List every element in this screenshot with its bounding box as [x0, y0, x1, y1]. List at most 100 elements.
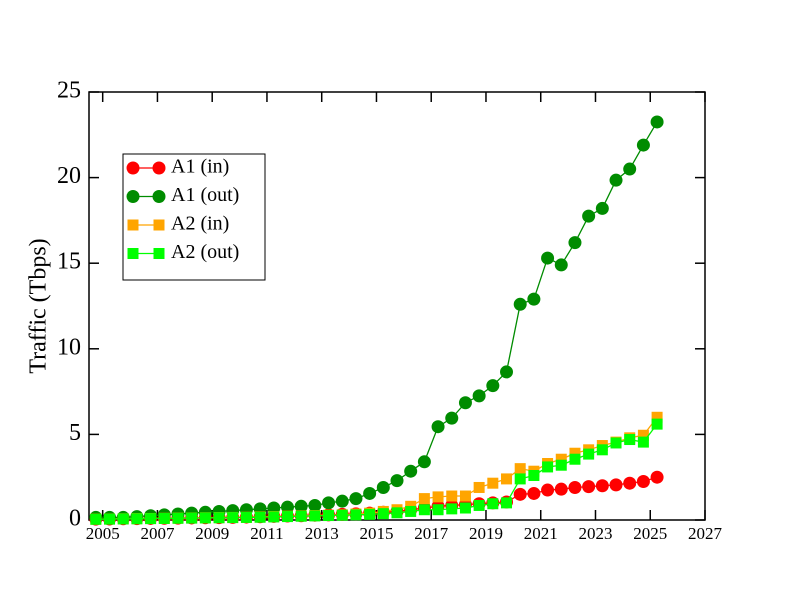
data-point: [335, 494, 349, 508]
data-point: [623, 162, 637, 176]
data-point: [473, 481, 485, 493]
y-tick-label: 5: [69, 420, 81, 446]
x-tick-label: 2015: [359, 524, 393, 543]
legend-marker: [153, 219, 165, 231]
y-tick-label: 0: [69, 506, 81, 532]
data-point: [158, 512, 170, 524]
data-point: [473, 499, 485, 511]
data-point: [376, 480, 390, 494]
data-point: [582, 209, 596, 223]
y-tick-label: 20: [57, 163, 81, 189]
legend-marker: [153, 248, 165, 259]
data-point: [501, 497, 513, 509]
data-point: [568, 236, 582, 250]
data-point: [650, 470, 664, 484]
data-point: [390, 474, 404, 488]
data-point: [595, 201, 609, 215]
data-point: [555, 453, 567, 465]
x-tick-label: 2013: [305, 524, 339, 543]
data-point: [309, 510, 321, 522]
data-point: [186, 512, 198, 524]
data-point: [651, 411, 663, 423]
data-point: [418, 493, 430, 505]
data-point: [280, 500, 294, 514]
x-tick-label: 2021: [524, 524, 558, 543]
plot-frame: [88, 91, 706, 521]
data-point: [568, 480, 582, 494]
data-point: [569, 453, 581, 465]
data-point: [349, 492, 363, 506]
data-point: [445, 411, 459, 425]
series-line: [95, 423, 658, 520]
data-point: [446, 490, 458, 502]
data-point: [418, 504, 430, 516]
y-tick-label: 25: [57, 78, 81, 104]
data-point: [514, 463, 526, 475]
data-point: [554, 482, 568, 496]
data-point: [541, 251, 555, 265]
legend-marker: [126, 161, 140, 175]
data-point: [377, 508, 389, 520]
data-point: [501, 473, 513, 485]
data-point: [527, 292, 541, 306]
data-point: [431, 420, 445, 434]
legend-label: A1 (in): [171, 156, 229, 178]
x-tick-label: 2023: [578, 524, 612, 543]
y-axis-label: Traffic (Tbps): [26, 238, 52, 373]
data-point: [322, 496, 336, 510]
data-point: [542, 461, 554, 473]
data-point: [472, 389, 486, 403]
data-point: [131, 513, 143, 525]
data-point: [610, 437, 622, 449]
data-point: [172, 512, 184, 524]
data-point: [405, 505, 417, 517]
data-point: [364, 508, 376, 520]
data-point: [595, 479, 609, 493]
data-point: [527, 486, 541, 500]
data-point: [650, 115, 664, 129]
legend-marker: [127, 248, 139, 259]
y-tick-label: 10: [57, 334, 81, 360]
data-point: [636, 474, 650, 488]
y-tick-label: 15: [57, 249, 81, 275]
x-tick-label: 2009: [195, 524, 229, 543]
data-point: [363, 486, 377, 500]
data-point: [294, 499, 308, 513]
data-point: [486, 379, 500, 393]
data-point: [281, 511, 293, 523]
data-point: [350, 509, 362, 521]
x-tick-label: 2025: [633, 524, 667, 543]
data-point: [145, 513, 157, 525]
data-point: [323, 510, 335, 522]
data-point: [227, 512, 239, 524]
data-point: [514, 473, 526, 485]
data-point: [541, 483, 555, 497]
x-tick-label: 2007: [140, 524, 175, 543]
legend-label: A2 (out): [171, 241, 239, 263]
data-point: [432, 491, 444, 503]
data-point: [555, 459, 567, 471]
x-tick-label: 2027: [688, 524, 723, 543]
data-point: [500, 365, 514, 379]
data-point: [254, 511, 266, 523]
data-point: [487, 498, 499, 510]
data-point: [582, 480, 596, 494]
data-point: [637, 436, 649, 448]
data-point: [513, 487, 527, 501]
data-point: [513, 297, 527, 311]
legend-box: [122, 153, 266, 281]
data-point: [117, 513, 129, 525]
data-point: [624, 434, 636, 446]
x-tick-label: 2017: [414, 524, 449, 543]
data-point: [623, 476, 637, 490]
data-point: [308, 498, 322, 512]
legend-marker: [152, 190, 166, 203]
data-point: [459, 490, 471, 502]
data-point: [569, 447, 581, 459]
data-point: [213, 512, 225, 524]
x-tick-label: 2011: [250, 524, 283, 543]
data-point: [528, 469, 540, 481]
legend-marker: [126, 190, 140, 203]
data-point: [554, 258, 568, 272]
x-tick-label: 2005: [86, 524, 120, 543]
